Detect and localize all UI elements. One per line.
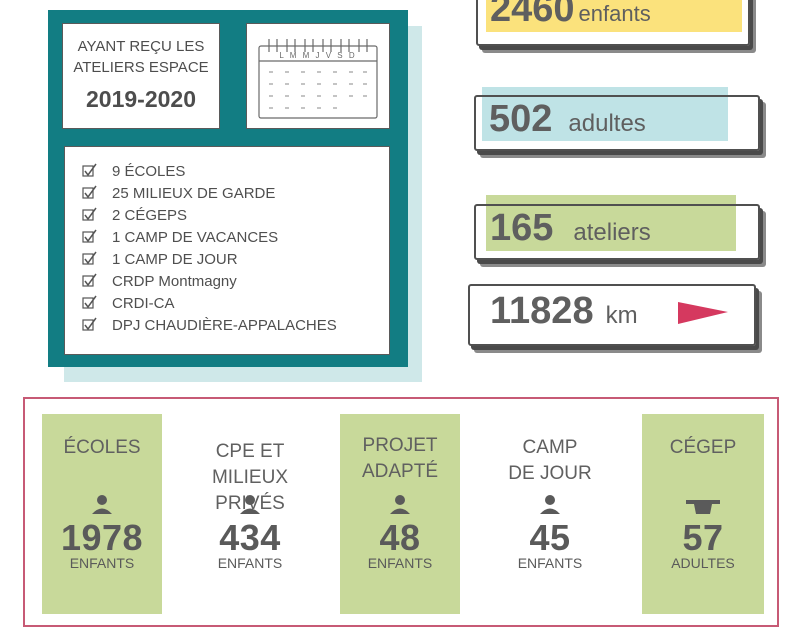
stat-unit: ateliers [573,219,651,246]
checklist-item: 1 CAMP DE JOUR [81,248,389,270]
category-unit: ENFANTS [367,555,433,571]
checkbox-checked-icon [82,273,97,287]
person-icon [390,495,410,514]
checklist-item: 9 ÉCOLES [81,160,389,182]
flag-icon [678,302,728,324]
category-cpe: CPE ET MILIEUX PRIVÉS 434 ENFANTS [172,414,328,614]
checklist-label: 2 CÉGEPS [112,206,188,224]
category-label: CÉGEP [669,437,737,458]
stat-value: 502 [489,98,553,140]
checkbox-checked-icon [82,185,97,199]
stat-content: 502 adultes [489,98,646,141]
establishment-checklist: 9 ÉCOLES 25 MILIEUX DE GARDE 2 CÉGEPS 1 … [64,146,390,355]
calendar-days: L M M J V S D [279,51,356,60]
period-year: 2019-2020 [86,86,196,112]
checklist-label: 1 CAMP DE JOUR [112,250,238,268]
stat-value: 2460 [490,0,575,30]
checkbox-checked-icon [82,163,97,177]
stat-unit: km [605,302,638,329]
category-cegep: CÉGEP 57 ADULTES [642,414,764,614]
checklist-item: 1 CAMP DE VACANCES [81,226,389,248]
category-label: ÉCOLES [63,437,141,458]
checklist-item: 2 CÉGEPS [81,204,389,226]
category-ecoles: ÉCOLES 1978 ENFANTS [42,414,162,614]
checkbox-checked-icon [82,295,97,309]
checkbox-checked-icon [82,207,97,221]
category-label: PROJET ADAPTÉ [361,435,439,482]
category-label: CPE ET MILIEUX PRIVÉS [211,441,289,514]
checklist-label: CRDI-CA [112,294,175,312]
graduation-cap-icon [686,500,720,514]
checklist-label: CRDP Montmagny [112,272,237,290]
stat-value: 165 [490,207,554,249]
stat-content: 11828 km [490,290,638,333]
category-unit: ENFANTS [517,555,583,571]
checkbox-checked-icon [82,251,97,265]
period-heading: AYANT REÇU LES ATELIERS ESPACE [73,38,209,76]
checklist-label: 9 ÉCOLES [112,162,186,180]
calendar-box: L M M J V S D [246,23,390,129]
stat-frame [474,95,760,151]
stat-content: 165 ateliers [490,207,651,250]
stat-frame [474,204,760,260]
category-value: 1978 [60,517,144,558]
person-icon [92,495,112,514]
category-value: 45 [529,517,571,558]
category-unit: ENFANTS [69,555,135,571]
stat-unit: enfants [578,1,651,26]
checklist-item: DPJ CHAUDIÈRE-APPALACHES [81,314,389,336]
period-title-box: AYANT REÇU LES ATELIERS ESPACE 2019-2020 [62,23,220,129]
category-unit: ADULTES [671,555,735,571]
stat-frame [476,0,750,46]
stat-value: 11828 [490,290,594,332]
checklist-item: 25 MILIEUX DE GARDE [81,182,389,204]
stat-content: 2460 enfants [490,0,651,31]
checklist-label: DPJ CHAUDIÈRE-APPALACHES [112,316,337,334]
checklist-item: CRDP Montmagny [81,270,389,292]
checklist-item: CRDI-CA [81,292,389,314]
checklist-label: 25 MILIEUX DE GARDE [112,184,276,202]
category-value: 48 [379,517,421,558]
category-value: 57 [682,517,724,558]
category-label: CAMP DE JOUR [508,437,592,484]
checkbox-checked-icon [82,229,97,243]
stat-highlight [486,0,742,32]
category-unit: ENFANTS [217,555,283,571]
stat-frame [468,284,756,346]
stat-unit: adultes [568,110,646,137]
category-value: 434 [219,517,281,558]
person-icon [540,495,560,514]
category-projet-adapte: PROJET ADAPTÉ 48 ENFANTS [340,414,460,614]
person-icon [240,495,260,514]
checklist-label: 1 CAMP DE VACANCES [112,228,279,246]
category-camp-de-jour: CAMP DE JOUR 45 ENFANTS [490,414,610,614]
calendar-icon: L M M J V S D [258,39,378,119]
checkbox-checked-icon [82,317,97,331]
